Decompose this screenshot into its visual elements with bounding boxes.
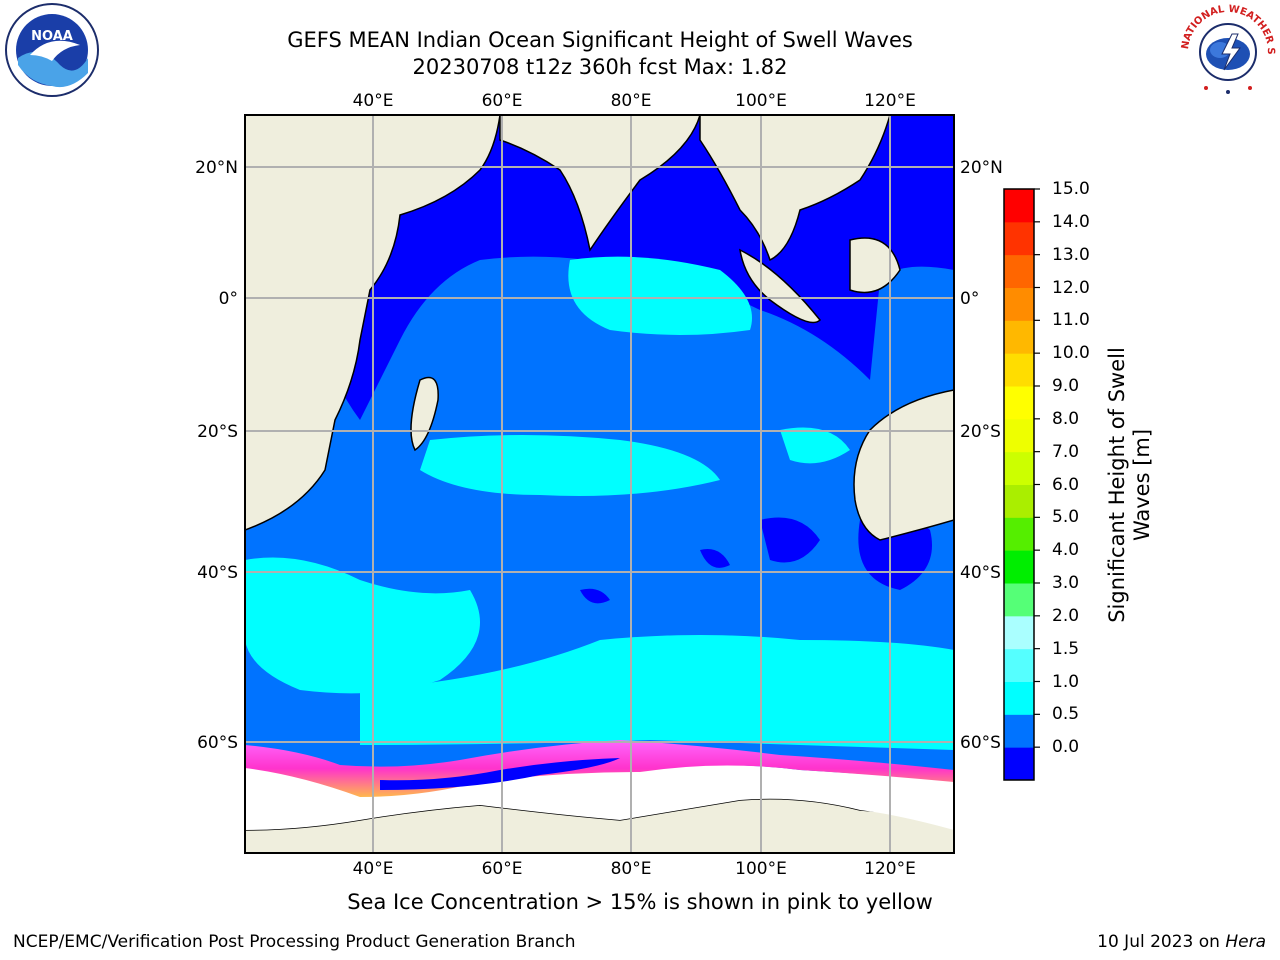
colorbar-tick-label: 8.0 [1052, 408, 1080, 429]
colorbar-tick-label: 7.0 [1052, 441, 1080, 462]
sea-ice-note: Sea Ice Concentration > 15% is shown in … [347, 890, 933, 914]
colorbar-tick-label: 1.5 [1052, 638, 1080, 659]
colorbar-segment [1004, 517, 1034, 551]
colorbar-segment [1004, 747, 1034, 781]
map-frame [244, 114, 955, 854]
lat-label-right-0: 0° [960, 289, 979, 309]
lat-label-left-40s: 40°S [197, 563, 238, 583]
colorbar-segment [1004, 254, 1034, 288]
colorbar-segment [1004, 484, 1034, 518]
sea-ice [245, 740, 954, 830]
footer-credit: NCEP/EMC/Verification Post Processing Pr… [13, 932, 576, 952]
title-line-2: 20230708 t12z 360h fcst Max: 1.82 [412, 55, 788, 79]
colorbar-segment [1004, 287, 1034, 321]
sea-ice-white-area [245, 765, 954, 830]
lat-label-left-0: 0° [219, 289, 238, 309]
land-borneo [849, 237, 901, 294]
colorbar-tick-label: 15.0 [1052, 179, 1090, 199]
lon-label-bottom-120e: 120°E [864, 859, 916, 879]
colorbar-segment [1004, 451, 1034, 485]
land-australia [853, 389, 954, 541]
colorbar-segment [1004, 353, 1034, 387]
footer-date: 10 Jul 2023 on Hera [1097, 932, 1266, 952]
colorbar-segment [1004, 320, 1034, 354]
colorbar-segment [1004, 681, 1034, 715]
colorbar-tick-label: 10.0 [1052, 343, 1090, 364]
lon-label-bottom-60e: 60°E [482, 859, 523, 879]
lon-labels-bottom: 40°E 60°E 80°E 100°E 120°E [353, 859, 916, 879]
graticule [245, 115, 954, 853]
footer-date-text: 10 Jul 2023 on [1097, 932, 1226, 952]
colorbar-segment [1004, 418, 1034, 453]
lat-label-right-60s: 60°S [960, 733, 1001, 753]
title-line-1: GEFS MEAN Indian Ocean Significant Heigh… [287, 28, 913, 52]
colorbar-tick-label: 14.0 [1052, 211, 1090, 232]
lat-label-left-20n: 20°N [195, 158, 238, 178]
land-africa-arabia [245, 115, 501, 531]
lat-labels-right: 20°N 0° 20°S 40°S 60°S [960, 158, 1003, 753]
lon-labels-top: 40°E 60°E 80°E 100°E 120°E [353, 91, 916, 111]
colorbar-tick-label: 1.0 [1052, 671, 1080, 692]
sea-ice-dark-band [380, 758, 620, 790]
lon-label-bottom-100e: 100°E [735, 859, 787, 879]
colorbar-tick-label: 0.5 [1052, 704, 1080, 725]
colorbar-segment [1004, 221, 1034, 256]
colorbar-segment [1004, 550, 1034, 584]
ocean-cyan-regions [245, 256, 954, 750]
colorbar-tick-label: 11.0 [1052, 310, 1090, 331]
lon-label-top-80e: 80°E [611, 91, 652, 111]
colorbar [1004, 188, 1040, 781]
nws-logo: NATIONAL WEATHER SERVICE [1176, 0, 1276, 97]
colorbar-tick-label: 13.0 [1052, 244, 1090, 265]
lon-label-top-40e: 40°E [353, 91, 394, 111]
colorbar-tick-label: 3.0 [1052, 573, 1080, 593]
lon-label-bottom-80e: 80°E [611, 859, 652, 879]
lat-label-left-20s: 20°S [197, 422, 238, 442]
colorbar-tick-label: 6.0 [1052, 474, 1080, 495]
colorbar-segment [1004, 189, 1034, 223]
lat-label-left-60s: 60°S [197, 733, 238, 753]
colorbar-frame [1003, 188, 1035, 781]
lon-label-top-100e: 100°E [735, 91, 787, 111]
land-india [499, 115, 701, 252]
lat-label-right-20s: 20°S [960, 422, 1001, 442]
noaa-logo: NOAA [5, 3, 99, 97]
footer-host: Hera [1225, 932, 1266, 952]
colorbar-tick-label: 0.0 [1052, 737, 1080, 758]
lat-label-right-40s: 40°S [960, 563, 1001, 583]
colorbar-segment [1004, 648, 1034, 682]
lat-labels-left: 20°N 0° 20°S 40°S 60°S [195, 158, 238, 753]
colorbar-segment [1004, 583, 1034, 617]
map-area[interactable] [245, 115, 954, 853]
lon-label-top-60e: 60°E [482, 91, 523, 111]
colorbar-tick-label: 12.0 [1052, 277, 1090, 298]
colorbar-label: Significant Height of Swell Waves [m] [1105, 347, 1154, 623]
colorbar-tick-label: 5.0 [1052, 507, 1080, 528]
colorbar-segment [1004, 386, 1034, 420]
colorbar-segment [1004, 714, 1034, 748]
lon-label-bottom-40e: 40°E [353, 859, 394, 879]
colorbar-tick-label: 9.0 [1052, 376, 1080, 396]
lat-label-right-20n: 20°N [960, 158, 1003, 178]
colorbar-tick-label: 2.0 [1052, 605, 1080, 626]
land-masses [245, 115, 954, 853]
lon-label-top-120e: 120°E [864, 91, 916, 111]
noaa-logo-text: NOAA [31, 29, 73, 44]
colorbar-tick-label: 4.0 [1052, 540, 1080, 561]
colorbar-segment [1004, 615, 1034, 650]
